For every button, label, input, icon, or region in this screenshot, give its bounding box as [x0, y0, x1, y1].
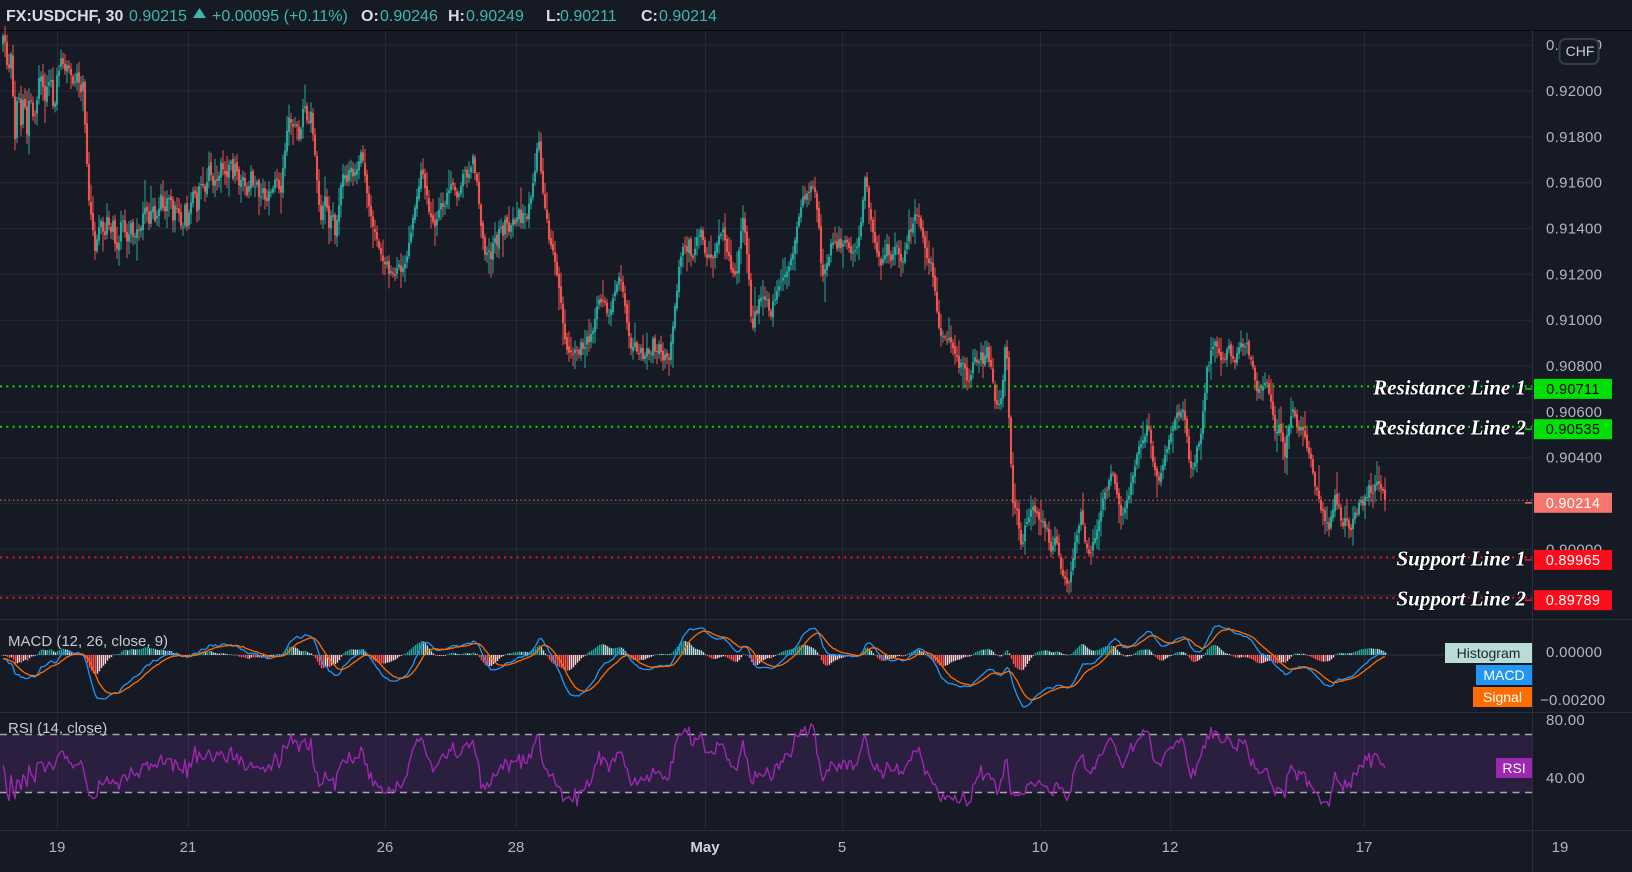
svg-text:RSI (14, close): RSI (14, close) [8, 720, 107, 737]
svg-text:80.00: 80.00 [1546, 712, 1585, 729]
svg-text:0.90535: 0.90535 [1546, 422, 1601, 438]
svg-text:40.00: 40.00 [1546, 770, 1585, 787]
svg-text:28: 28 [508, 839, 525, 856]
svg-text:26: 26 [377, 839, 394, 856]
svg-text:MACD (12, 26, close, 9): MACD (12, 26, close, 9) [8, 633, 168, 650]
svg-text:21: 21 [180, 839, 197, 856]
svg-text:12: 12 [1162, 839, 1179, 856]
svg-text:5: 5 [838, 839, 846, 856]
svg-text:19: 19 [1552, 839, 1569, 856]
svg-text:0.90711: 0.90711 [1546, 382, 1599, 398]
svg-text:0.91800: 0.91800 [1546, 129, 1602, 146]
svg-text:Support Line 1: Support Line 1 [1396, 546, 1526, 570]
svg-text:Signal: Signal [1483, 689, 1522, 705]
svg-text:MACD: MACD [1483, 667, 1524, 683]
svg-text:Histogram: Histogram [1457, 645, 1521, 661]
svg-text:0.90214: 0.90214 [659, 8, 717, 25]
svg-text:0.90249: 0.90249 [466, 8, 524, 25]
svg-text:0.91600: 0.91600 [1546, 175, 1602, 192]
svg-text:C:: C: [641, 8, 658, 25]
svg-text:0.91000: 0.91000 [1546, 312, 1602, 329]
svg-text:0.90211: 0.90211 [560, 8, 617, 25]
svg-text:0.90214: 0.90214 [1546, 496, 1601, 512]
svg-text:10: 10 [1032, 839, 1049, 856]
svg-text:RSI: RSI [1502, 760, 1525, 776]
svg-text:0.92000: 0.92000 [1546, 83, 1602, 100]
svg-text:0.90400: 0.90400 [1546, 450, 1602, 467]
svg-text:Resistance Line 2: Resistance Line 2 [1372, 416, 1526, 440]
svg-text:−0.00200: −0.00200 [1540, 692, 1605, 709]
svg-text:+0.00095 (+0.11%): +0.00095 (+0.11%) [212, 8, 348, 25]
svg-text:L:: L: [546, 8, 561, 25]
svg-text:May: May [690, 839, 720, 856]
svg-text:H:: H: [448, 8, 465, 25]
svg-text:0.90246: 0.90246 [380, 8, 438, 25]
svg-text:17: 17 [1356, 839, 1373, 856]
svg-text:0.90215: 0.90215 [129, 8, 187, 25]
svg-text:0.90800: 0.90800 [1546, 358, 1602, 375]
svg-text:0.89965: 0.89965 [1546, 553, 1601, 569]
svg-text:0.90600: 0.90600 [1546, 404, 1602, 421]
svg-text:0.91400: 0.91400 [1546, 221, 1602, 238]
svg-text:Support Line 2: Support Line 2 [1396, 587, 1526, 611]
svg-text:CHF: CHF [1566, 43, 1595, 59]
svg-text:0.89789: 0.89789 [1546, 593, 1601, 609]
svg-text:O:: O: [361, 8, 379, 25]
svg-text:0.91200: 0.91200 [1546, 266, 1602, 283]
svg-text:Resistance Line 1: Resistance Line 1 [1372, 375, 1526, 399]
svg-text:0.00000: 0.00000 [1546, 644, 1602, 661]
svg-text:FX:USDCHF, 30: FX:USDCHF, 30 [6, 8, 123, 25]
svg-text:19: 19 [49, 839, 66, 856]
